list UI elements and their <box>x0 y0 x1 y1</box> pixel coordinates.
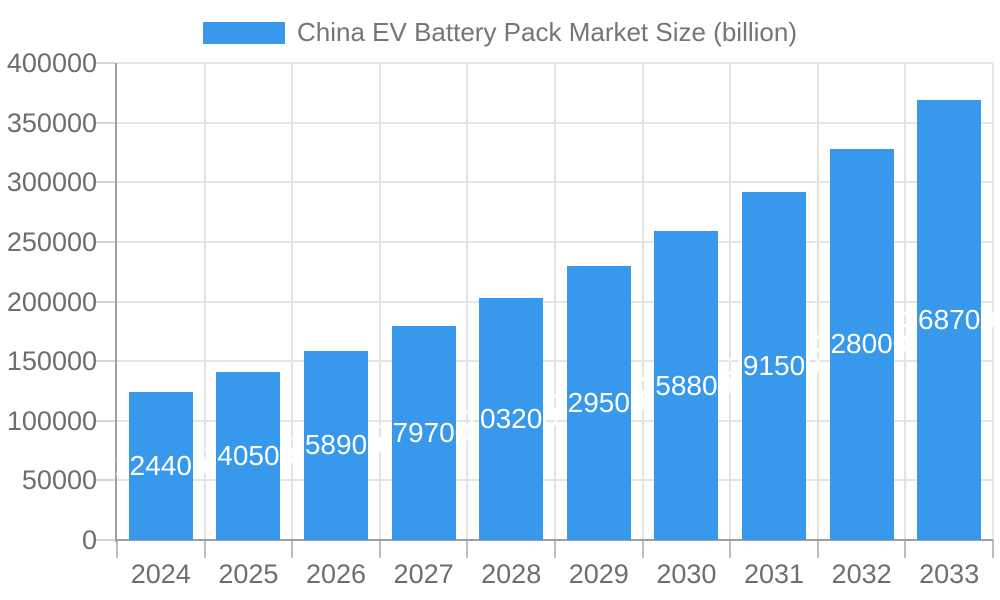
y-axis-tick <box>96 539 116 541</box>
x-axis-tick-label: 2025 <box>218 559 279 589</box>
legend-swatch <box>203 21 286 44</box>
bar-value-label: 140500 <box>201 440 296 472</box>
x-axis-tick <box>816 540 819 558</box>
x-axis-tick <box>554 540 556 558</box>
bar-value-label: 229500 <box>552 387 646 419</box>
gridline-v <box>816 63 819 540</box>
bar-2027[interactable] <box>391 325 456 540</box>
gridline-v <box>641 63 644 540</box>
x-axis-tick-label: 2028 <box>481 559 542 589</box>
gridline-v <box>466 63 469 540</box>
bar-value-label: 368700 <box>902 304 996 336</box>
x-axis-tick <box>641 540 644 558</box>
y-axis-tick <box>96 181 116 184</box>
bar-2024[interactable] <box>128 391 193 540</box>
bar-2025[interactable] <box>216 372 281 540</box>
gridline-v <box>904 63 907 540</box>
plot-area: 124400 140500 158900 179700 203200 229500 2588… <box>114 62 996 542</box>
gridline-v <box>554 63 556 540</box>
x-axis-tick-label: 2032 <box>831 559 892 589</box>
y-axis-tick <box>96 360 116 363</box>
y-axis-tick <box>96 62 116 64</box>
bar-2029[interactable] <box>566 266 631 540</box>
legend-label: China EV Battery Pack Market Size (billi… <box>297 17 797 47</box>
gridline-v <box>291 63 294 540</box>
x-axis-tick <box>466 540 469 558</box>
x-axis-tick <box>203 540 206 558</box>
y-axis-tick-label: 300000 <box>6 167 97 198</box>
y-axis-tick-label: 200000 <box>6 286 97 317</box>
x-axis-tick-label: 2033 <box>919 559 980 589</box>
bar-value-label: 258800 <box>639 369 734 401</box>
bar-value-label: 158900 <box>289 429 383 461</box>
gridline-v <box>729 63 732 540</box>
x-axis-tick <box>729 540 732 558</box>
y-axis-tick-label: 250000 <box>6 226 97 257</box>
bar-2031[interactable] <box>742 192 806 540</box>
x-axis-tick <box>116 540 118 558</box>
x-axis-tick <box>291 540 294 558</box>
bar-2026[interactable] <box>304 350 368 540</box>
bar-value-label: 124400 <box>114 449 208 481</box>
x-axis-tick-label: 2027 <box>393 559 454 589</box>
x-axis-tick <box>992 540 994 558</box>
y-axis-tick-label: 350000 <box>6 107 97 138</box>
y-axis-tick <box>96 419 116 422</box>
x-axis-tick <box>904 540 907 558</box>
y-axis-tick <box>96 121 116 124</box>
y-axis-tick-label: 400000 <box>6 48 97 78</box>
legend[interactable]: China EV Battery Pack Market Size (billi… <box>0 17 1000 48</box>
bar-value-label: 203200 <box>464 402 558 434</box>
x-axis-tick-label: 2026 <box>305 559 367 589</box>
bar-value-label: 291500 <box>727 350 821 382</box>
x-axis-tick-label: 2030 <box>656 559 717 589</box>
gridline-v <box>992 63 994 540</box>
bar-value-label: 179700 <box>376 416 471 448</box>
bar-value-label: 328000 <box>814 328 909 360</box>
bar-2030[interactable] <box>654 231 719 540</box>
x-axis-tick-label: 2029 <box>568 559 629 589</box>
bar-2033[interactable] <box>917 100 982 540</box>
gridline-v <box>378 63 381 540</box>
y-axis-tick <box>96 240 116 243</box>
x-axis-tick <box>378 540 381 558</box>
y-axis-tick <box>96 479 116 482</box>
bar-2032[interactable] <box>829 148 894 540</box>
y-axis-tick-label: 100000 <box>6 405 97 436</box>
x-axis-tick-label: 2024 <box>130 559 191 589</box>
y-axis-tick-label: 150000 <box>6 346 97 377</box>
gridline-v <box>203 63 206 540</box>
y-axis-tick-label: 0 <box>81 525 97 555</box>
x-axis-line <box>115 539 993 541</box>
y-axis-line <box>115 63 117 542</box>
y-axis-tick <box>96 300 116 303</box>
x-axis-tick-label: 2031 <box>743 559 805 589</box>
y-axis-tick-label: 50000 <box>21 465 97 496</box>
bar-2028[interactable] <box>479 297 544 540</box>
